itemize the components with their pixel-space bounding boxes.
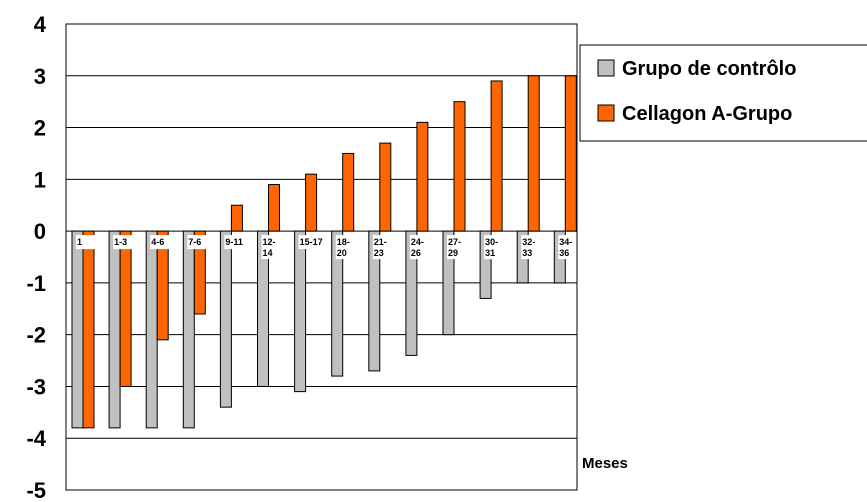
category-label-box [150,235,171,250]
category-label-box [447,235,467,260]
category-label-box [372,235,393,260]
bar-control [219,230,232,408]
bar-control [71,230,84,429]
category-label: 34- [559,237,572,247]
bar-cellagon [305,173,318,232]
category-label: 14 [263,248,273,258]
category-label-box [76,235,96,250]
category-label: 29 [448,248,458,258]
bar-control [331,230,344,377]
bar-cellagon [490,80,503,232]
bar-control [368,230,381,372]
category-label-box [521,235,542,260]
category-label: 26 [411,248,421,258]
bar-cellagon [342,152,355,232]
category-label-box [298,235,319,250]
bar-cellagon [379,142,392,232]
category-label: 31 [485,248,495,258]
category-label: 33 [522,248,532,258]
y-tick-label: 0 [34,219,46,244]
y-tick-label: -1 [26,271,46,296]
bar-cellagon [230,204,243,232]
bar-cellagon [119,230,132,387]
y-tick-label: -3 [26,374,46,399]
category-label: 1-3 [114,237,127,247]
category-label-box [261,235,282,260]
legend-swatch [597,59,615,77]
category-label-box [409,235,430,260]
bar-control [145,230,158,429]
bar-cellagon [156,230,169,341]
legend-entry: Cellagon A-Grupo [622,103,792,125]
bar-cellagon [193,230,206,315]
bar-cellagon [564,75,577,232]
category-label: 7-6 [188,237,201,247]
category-label-box [224,235,245,250]
bar-cellagon [527,75,540,232]
y-tick-label: -2 [26,323,46,348]
category-label: 9-11 [225,237,243,247]
x-axis-label: Meses [582,455,628,472]
category-labels: 1 1-3 4-6 7-6 9-11 12-14 15-17 18-20 21-23 24-26 2… [76,235,579,260]
category-label: 12- [263,237,276,247]
bar-cellagon [268,184,280,232]
category-label: 21- [374,237,387,247]
y-tick-label: 4 [34,12,47,37]
category-label: 4-6 [151,237,164,247]
bar-control [405,230,418,356]
bar-control [182,230,195,429]
y-tick-label: -4 [26,426,46,451]
bar-control [479,230,492,299]
category-label: 24- [411,237,424,247]
category-label: 32- [522,237,535,247]
category-label-box [113,235,134,250]
category-label-box [187,235,208,250]
bar-cellagon [453,101,466,232]
legend-entry: Grupo de contrôlo [622,58,796,80]
category-label-box [335,235,356,260]
category-label: 30- [485,237,498,247]
y-axis-tick-labels: 4 3 2 1 0 -1 -2 -3 -4 -5 [26,12,46,502]
bar-cellagon [416,121,429,232]
bar-control [442,230,455,336]
plot-border [65,23,578,491]
category-label: 15-17 [300,237,323,247]
legend: Grupo de contrôlo Cellagon A-Grupo [579,44,867,142]
legend-box [579,44,867,142]
category-label: 20 [337,248,347,258]
category-label: 1 [77,237,82,247]
category-label-box [484,235,505,260]
category-label-box [558,235,579,260]
category-label: 27- [448,237,461,247]
category-label: 23 [374,248,384,258]
y-tick-label: -5 [26,478,46,502]
category-label: 36 [559,248,569,258]
y-tick-label: 2 [34,116,46,141]
bar-control [294,230,307,393]
y-tick-label: 3 [34,64,46,89]
bar-control [108,230,121,429]
category-label: 18- [337,237,350,247]
legend-swatch [597,104,615,122]
bars [71,75,577,429]
bar-cellagon [82,230,95,429]
bar-control [257,230,269,387]
y-tick-label: 1 [34,167,46,192]
